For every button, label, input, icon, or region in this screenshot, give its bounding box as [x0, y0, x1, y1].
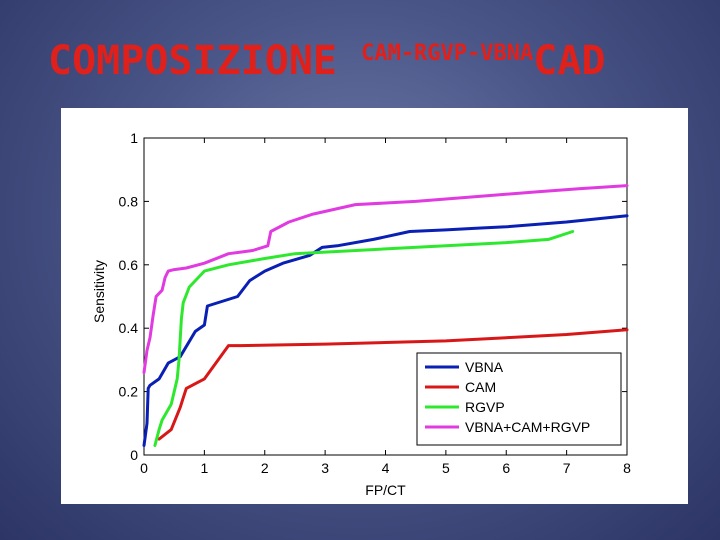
series-line-3: [153, 230, 575, 447]
chart-figure: 0 1 2 3 4 5 6 7 8 0 0.2 0.4 0.6 0.8 1 FP/CT Sensitivity V…: [61, 108, 688, 504]
series-line-2: [157, 328, 629, 441]
x-tick-label: 0: [140, 460, 148, 476]
slide-title: COMPOSIZIONE CAM-RGVP-VBNACAD: [48, 30, 606, 85]
chart-svg: 0 1 2 3 4 5 6 7 8 0 0.2 0.4 0.6 0.8 1 FP/CT Sensitivity V…: [91, 130, 631, 498]
title-main: COMPOSIZIONE: [48, 38, 337, 84]
y-tick-label: 0.2: [119, 384, 139, 400]
y-tick-label: 0.8: [119, 193, 139, 209]
x-tick-label: 4: [382, 460, 390, 476]
y-tick-label: 0: [130, 447, 138, 463]
title-end: CAD: [533, 38, 606, 84]
x-tick-label: 3: [321, 460, 329, 476]
x-tick-label: 7: [563, 460, 571, 476]
y-tick-label: 0.4: [119, 320, 139, 336]
legend-label-4: VBNA+CAM+RGVP: [465, 419, 590, 435]
title-superscript: CAM-RGVP-VBNA: [361, 41, 534, 66]
series-line-4: [142, 184, 629, 375]
legend-label-2: CAM: [465, 379, 496, 395]
x-tick-label: 6: [502, 460, 510, 476]
x-tick-label: 2: [261, 460, 269, 476]
legend-label-3: RGVP: [465, 399, 505, 415]
x-tick-label: 8: [623, 460, 631, 476]
y-tick-label: 0.6: [119, 257, 139, 273]
y-axis-label: Sensitivity: [91, 260, 107, 323]
x-tick-label: 5: [442, 460, 450, 476]
x-axis-label: FP/CT: [365, 482, 406, 498]
y-tick-label: 1: [130, 130, 138, 146]
series-line-1: [142, 214, 629, 447]
x-tick-label: 1: [200, 460, 208, 476]
legend-label-1: VBNA: [465, 359, 504, 375]
